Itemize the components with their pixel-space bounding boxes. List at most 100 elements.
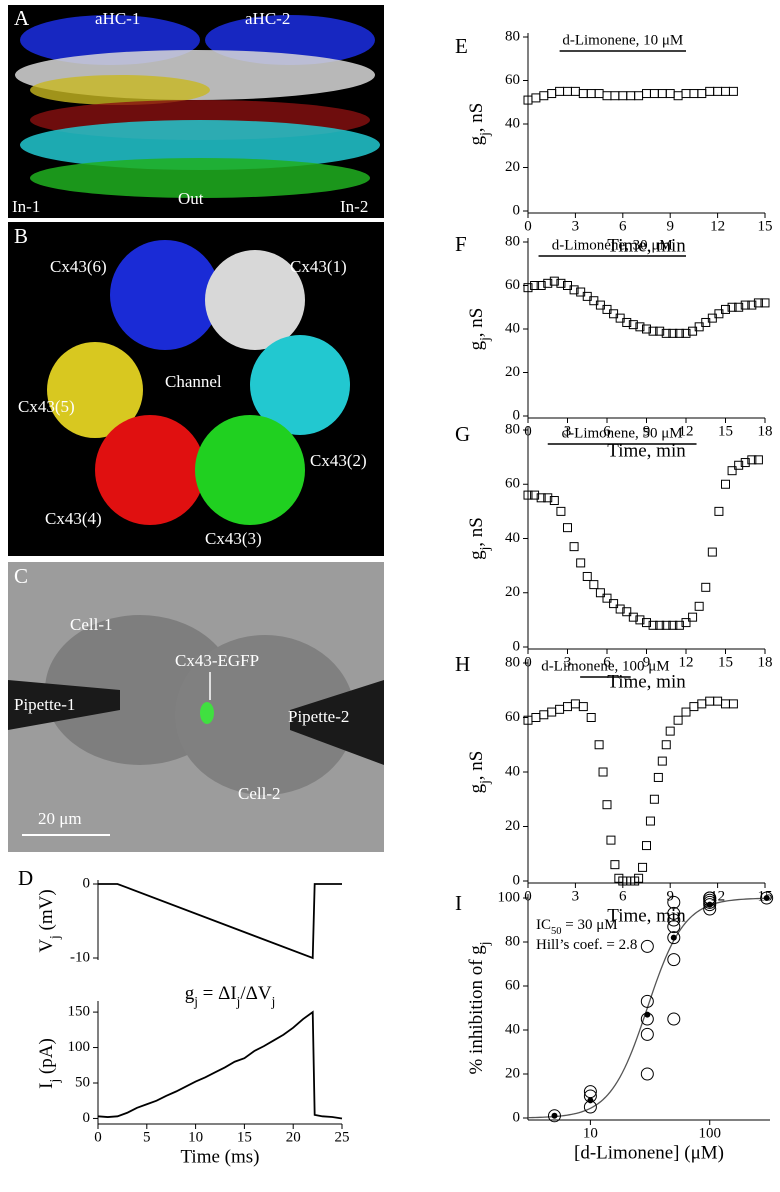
data-point — [681, 328, 691, 338]
data-point — [549, 276, 559, 286]
y-axis-label-part: , nS — [466, 308, 487, 338]
data-point — [610, 860, 620, 870]
data-point — [673, 715, 683, 725]
data-point — [645, 816, 655, 826]
y-tick-label: 0 — [513, 202, 521, 218]
x-tick-label: 15 — [758, 218, 773, 234]
y-axis-label: gj, nS — [466, 308, 491, 351]
panel-letter: C — [14, 564, 28, 588]
data-point — [642, 89, 651, 99]
subunit — [95, 415, 205, 525]
x-axis-label: Time, min — [607, 671, 686, 692]
data-point — [609, 599, 619, 609]
data-point — [665, 89, 675, 99]
data-point — [628, 320, 638, 330]
data-point — [697, 89, 707, 99]
x-tick-label: 18 — [758, 423, 773, 439]
panel-letter: F — [455, 232, 467, 256]
data-point — [674, 328, 684, 338]
data-point — [713, 86, 723, 96]
data-point — [576, 558, 586, 568]
data-point — [728, 699, 738, 709]
data-point — [721, 304, 730, 314]
fit-note-part: Hill’s coef. = 2.8 — [536, 937, 637, 953]
image-label: Cx43(4) — [45, 509, 102, 528]
data-point — [657, 756, 667, 766]
data-point — [578, 702, 588, 712]
treatment-label: d-Limonene, 100 μM — [541, 658, 669, 674]
y-tick-label: 60 — [505, 72, 520, 88]
data-point — [547, 1109, 561, 1123]
panel-letter: I — [455, 891, 462, 915]
mean-point — [551, 1112, 558, 1119]
data-point — [635, 615, 645, 625]
treatment-label: d-Limonene, 50 μM — [562, 425, 683, 441]
data-point — [622, 607, 632, 617]
data-point — [653, 772, 663, 782]
data-point — [649, 89, 659, 99]
data-point — [667, 931, 681, 945]
data-point — [602, 91, 612, 101]
y-tick-label: 80 — [505, 933, 520, 949]
data-point — [681, 89, 691, 99]
data-point — [668, 620, 678, 630]
y-tick-label: 150 — [68, 1004, 91, 1020]
data-point — [705, 696, 715, 706]
data-point — [556, 506, 566, 516]
panel-b: B Cx43(6) Cx43(1) Channel Cx43(5) Cx43(2… — [8, 222, 384, 556]
x-tick-label: 15 — [718, 423, 733, 439]
data-point — [734, 460, 744, 470]
fit-note: Hill’s coef. = 2.8 — [536, 937, 637, 953]
data-point — [689, 702, 699, 712]
subunit — [250, 335, 350, 435]
data-point — [727, 466, 737, 476]
data-point — [640, 939, 654, 953]
image-label: Cx43(2) — [310, 451, 367, 470]
y-axis-label-part: j — [47, 1079, 62, 1084]
image-label: Out — [178, 189, 204, 208]
y-tick-label: 40 — [505, 320, 520, 336]
y-tick-label: 0 — [513, 407, 521, 423]
data-point — [530, 281, 540, 290]
data-point — [667, 920, 681, 934]
y-axis-label-part: % inhibition of g — [466, 945, 487, 1075]
data-point — [594, 89, 604, 99]
annotation-part: j — [236, 994, 241, 1009]
data-point — [753, 298, 763, 308]
image-label: 20 μm — [38, 809, 82, 828]
data-point — [655, 620, 665, 630]
data-point — [694, 601, 704, 611]
data-point — [667, 1012, 681, 1026]
y-tick-label: 40 — [505, 1021, 520, 1037]
data-point — [547, 89, 557, 99]
data-point — [642, 618, 651, 628]
data-point — [586, 89, 596, 99]
subunit — [205, 250, 305, 350]
mean-point — [587, 1097, 594, 1104]
data-point — [569, 542, 579, 552]
data-point — [714, 506, 724, 516]
y-tick-label: 60 — [505, 709, 520, 725]
data-point — [539, 710, 549, 720]
x-tick-label: 25 — [335, 1129, 350, 1145]
data-point — [673, 91, 683, 101]
x-tick-label: 9 — [643, 654, 651, 670]
y-axis-label-part: g — [466, 340, 487, 350]
data-point — [760, 298, 770, 308]
image-label: aHC-1 — [95, 9, 140, 28]
panel-letter: B — [14, 224, 28, 248]
x-tick-label: 18 — [758, 654, 773, 670]
data-point — [523, 283, 533, 293]
data-point — [661, 740, 671, 750]
panel-letter: H — [455, 652, 470, 676]
fit-curve — [527, 897, 771, 1119]
y-tick-label: 100 — [68, 1039, 91, 1055]
x-tick-label: 10 — [188, 1129, 203, 1145]
data-point — [634, 873, 644, 883]
y-tick-label: 0 — [83, 875, 91, 891]
x-tick-label: 20 — [286, 1129, 301, 1145]
panel-letter: E — [455, 34, 468, 58]
data-point — [626, 91, 636, 101]
data-point — [530, 490, 540, 500]
